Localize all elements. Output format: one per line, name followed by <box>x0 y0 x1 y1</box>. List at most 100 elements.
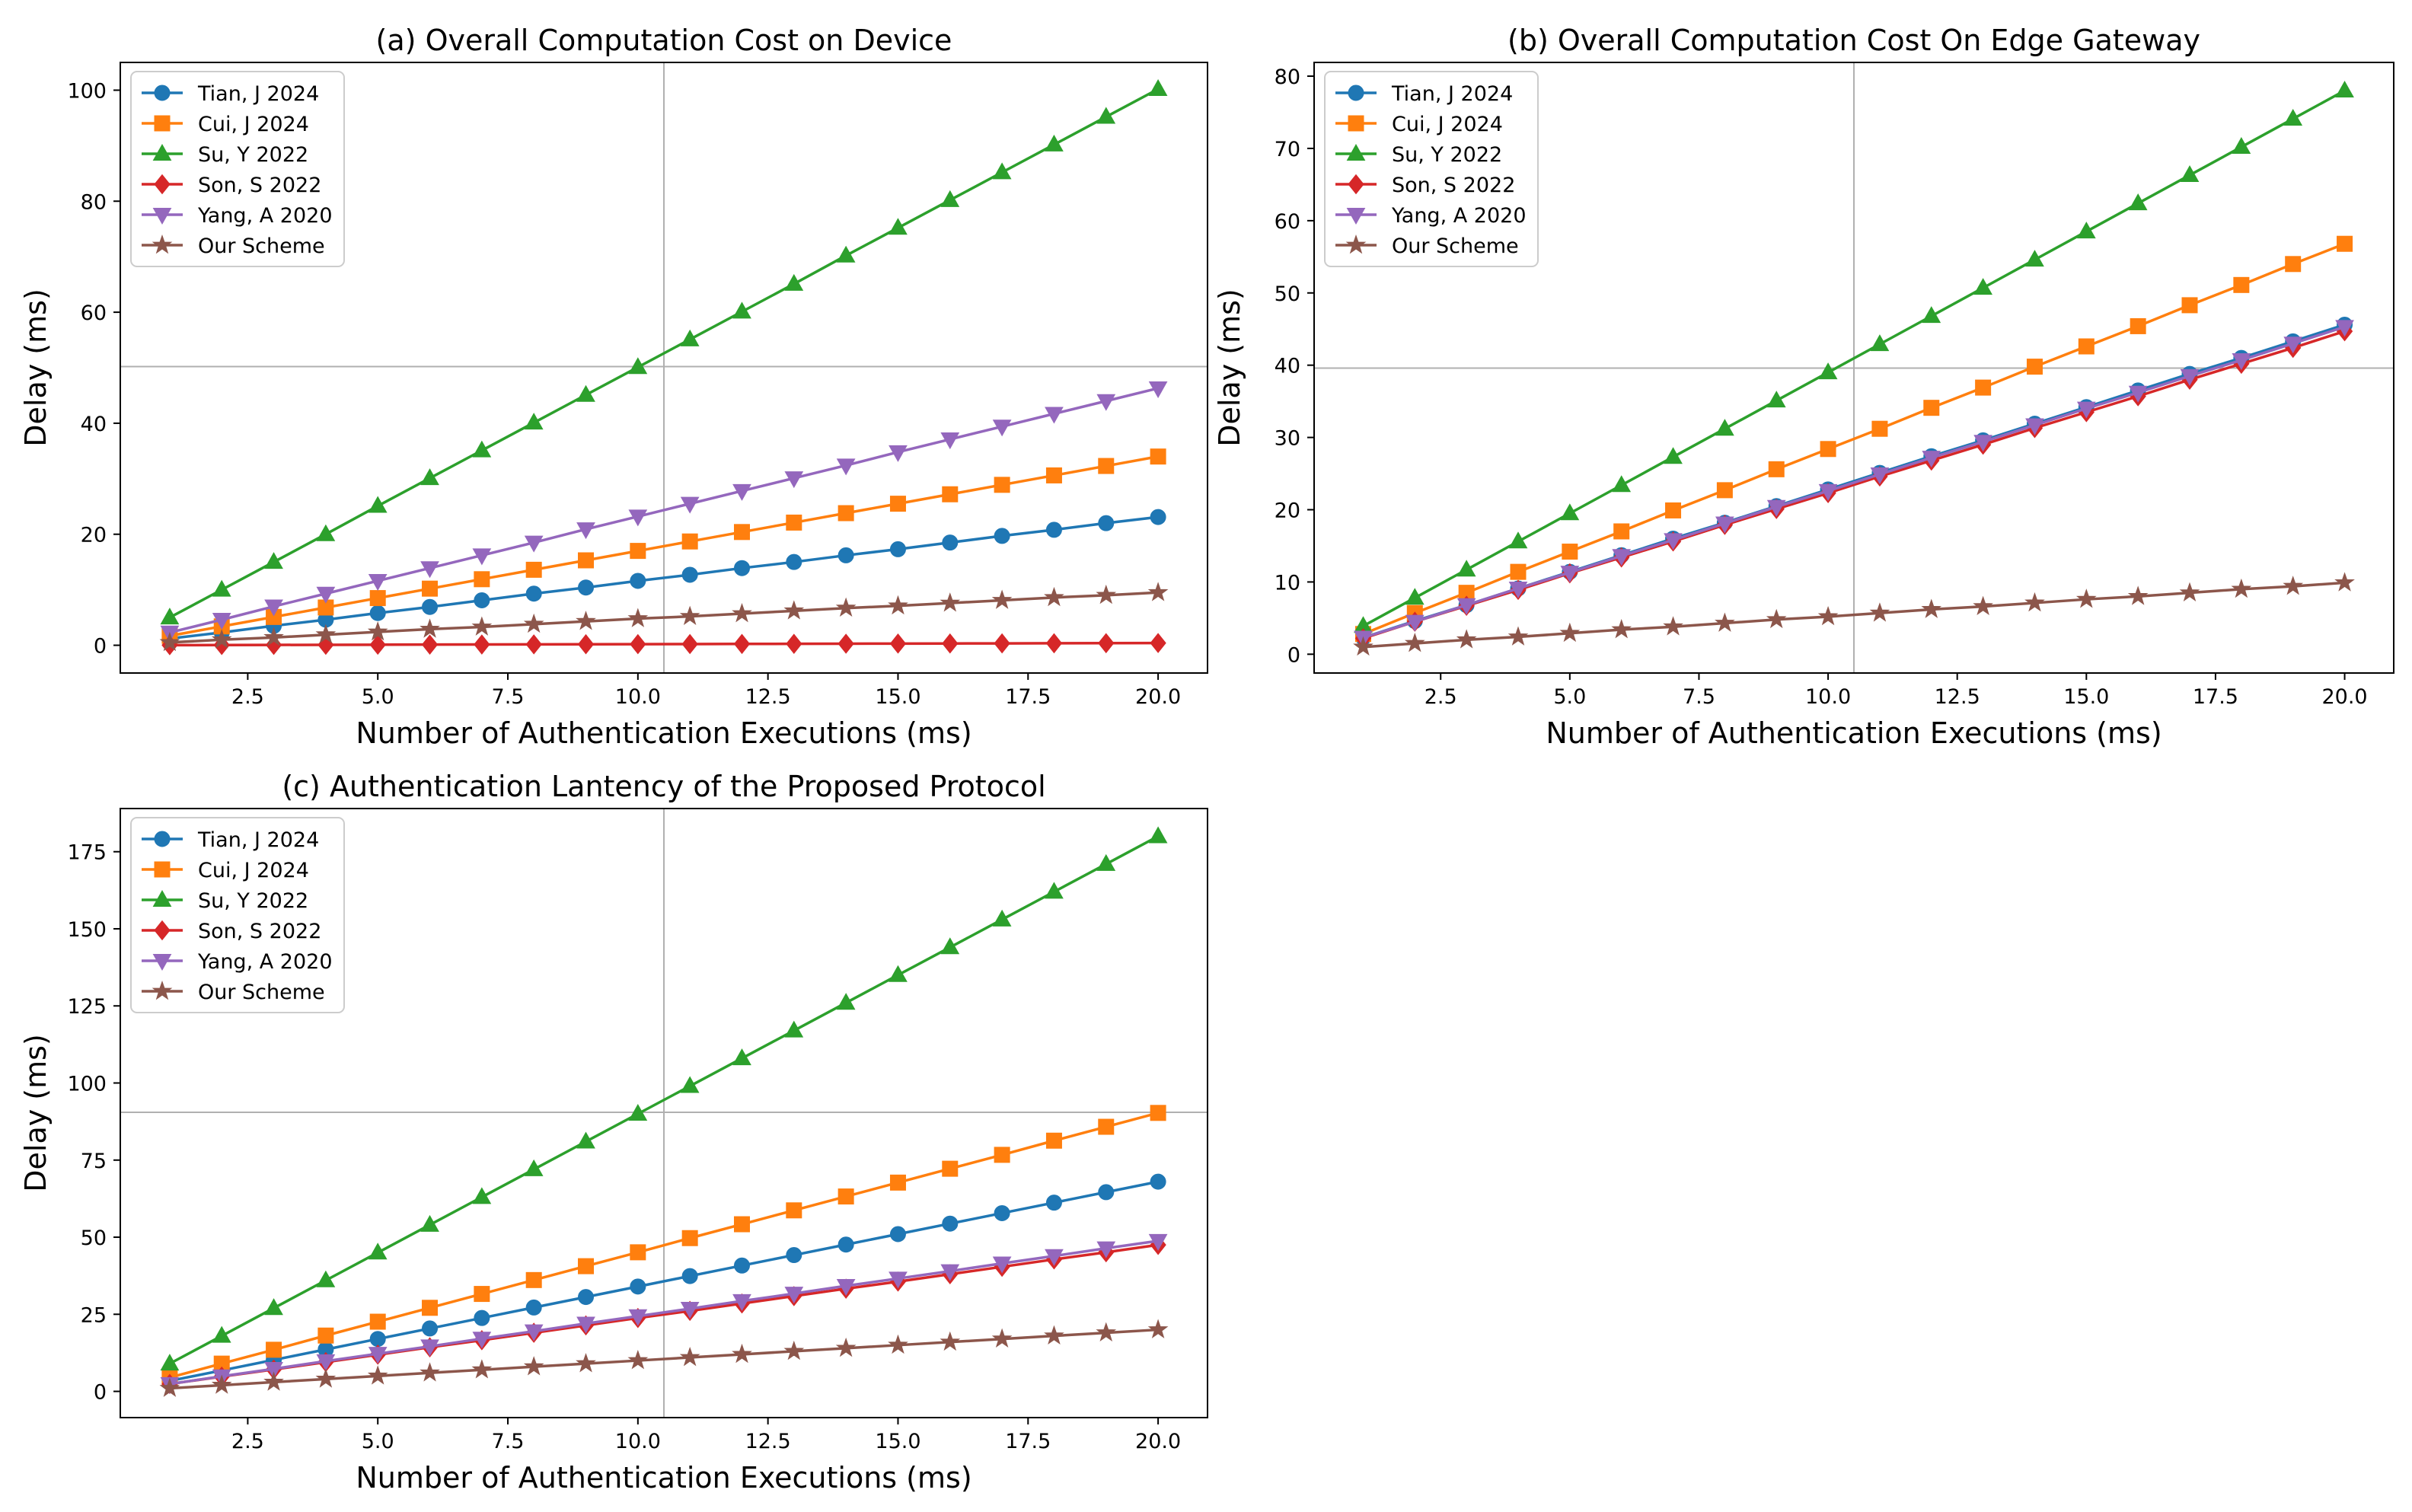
series-yang-a-2020 <box>1354 320 2354 648</box>
data-point-cui-j-2024 <box>1098 1118 1115 1135</box>
chart-title: (c) Authentication Lantency of the Propo… <box>282 770 1045 803</box>
legend-marker <box>152 208 172 225</box>
data-point-son-s-2022 <box>474 634 490 655</box>
x-axis-label: Number of Authentication Executions (ms) <box>1546 716 2162 750</box>
data-point-cui-j-2024 <box>994 1147 1010 1163</box>
data-point-su-y-2022 <box>316 1270 336 1287</box>
y-tick-label: 30 <box>1275 427 1300 451</box>
legend-label: Yang, A 2020 <box>1391 204 1527 228</box>
data-point-su-y-2022 <box>576 1131 595 1149</box>
data-point-su-y-2022 <box>160 608 180 625</box>
legend-item-su-y-2022: Su, Y 2022 <box>142 143 308 167</box>
data-point-yang-a-2020 <box>1148 1233 1168 1251</box>
legend-label: Tian, J 2024 <box>1391 82 1513 106</box>
data-point-tian-j-2024 <box>525 1299 542 1316</box>
data-point-our-scheme <box>679 1346 700 1367</box>
data-point-tian-j-2024 <box>994 1204 1010 1221</box>
data-point-su-y-2022 <box>1766 391 1786 408</box>
legend-box <box>1324 71 1539 267</box>
data-point-our-scheme <box>471 1359 493 1379</box>
data-point-our-scheme <box>159 1377 180 1397</box>
data-point-su-y-2022 <box>212 579 231 597</box>
data-point-cui-j-2024 <box>838 1188 854 1205</box>
data-point-cui-j-2024 <box>422 1300 439 1316</box>
legend-item-tian-j-2024: Tian, J 2024 <box>142 82 319 106</box>
data-point-su-y-2022 <box>1096 107 1116 124</box>
data-point-tian-j-2024 <box>994 528 1010 544</box>
data-point-our-scheme <box>263 1371 284 1391</box>
series-line-tian-j-2024 <box>169 515 1159 640</box>
legend-marker <box>1348 174 1364 195</box>
series-cui-j-2024 <box>1354 235 2353 643</box>
data-point-tian-j-2024 <box>474 592 490 608</box>
data-point-yang-a-2020 <box>940 432 960 450</box>
data-point-cui-j-2024 <box>1975 379 1992 396</box>
subplot-b: (b) Overall Computation Cost On Edge Gat… <box>1213 24 2394 750</box>
legend-marker <box>152 143 172 161</box>
data-point-cui-j-2024 <box>889 1174 906 1191</box>
series-line-su-y-2022 <box>169 834 1159 1365</box>
y-tick-label: 0 <box>94 1381 107 1405</box>
data-point-yang-a-2020 <box>680 1302 700 1319</box>
data-point-our-scheme <box>576 1353 596 1373</box>
data-point-cui-j-2024 <box>942 1160 959 1177</box>
legend-marker <box>154 861 171 878</box>
data-point-son-s-2022 <box>994 633 1010 654</box>
data-point-our-scheme <box>1663 616 1683 636</box>
x-tick-label: 5.0 <box>362 685 394 709</box>
data-point-cui-j-2024 <box>1820 441 1836 458</box>
data-point-our-scheme <box>2127 585 2149 605</box>
data-point-su-y-2022 <box>940 937 960 955</box>
data-point-su-y-2022 <box>2128 193 2148 211</box>
data-point-our-scheme <box>471 616 493 636</box>
series-su-y-2022 <box>1354 80 2354 633</box>
data-point-our-scheme <box>1973 595 1993 616</box>
legend-item-cui-j-2024: Cui, J 2024 <box>1335 113 1503 136</box>
legend-marker <box>1345 234 1367 254</box>
data-point-yang-a-2020 <box>264 1362 283 1380</box>
data-point-su-y-2022 <box>212 1325 231 1343</box>
data-point-yang-a-2020 <box>1664 533 1683 550</box>
data-point-cui-j-2024 <box>630 1244 646 1261</box>
y-tick-label: 75 <box>81 1150 107 1173</box>
data-point-yang-a-2020 <box>1715 516 1734 534</box>
x-tick-label: 12.5 <box>1935 685 1980 709</box>
data-point-su-y-2022 <box>2180 165 2200 183</box>
data-point-yang-a-2020 <box>1096 1241 1116 1258</box>
data-point-cui-j-2024 <box>1768 461 1785 477</box>
legend-item-cui-j-2024: Cui, J 2024 <box>142 113 309 136</box>
y-axis-label: Delay (ms) <box>1213 289 1246 447</box>
data-point-our-scheme <box>1404 633 1425 652</box>
data-point-tian-j-2024 <box>369 1331 386 1348</box>
data-point-our-scheme <box>732 1343 752 1364</box>
data-point-son-s-2022 <box>838 633 854 654</box>
data-point-cui-j-2024 <box>1098 458 1115 474</box>
data-point-su-y-2022 <box>2076 222 2096 239</box>
data-point-su-y-2022 <box>889 218 908 235</box>
y-tick-label: 50 <box>81 1227 107 1250</box>
x-axis-label: Number of Authentication Executions (ms) <box>356 716 972 750</box>
data-point-son-s-2022 <box>733 633 751 655</box>
data-point-tian-j-2024 <box>525 585 542 602</box>
data-point-cui-j-2024 <box>2078 338 2095 355</box>
data-point-our-scheme <box>2334 572 2355 592</box>
data-point-our-scheme <box>679 605 700 625</box>
data-point-cui-j-2024 <box>889 496 906 512</box>
data-point-tian-j-2024 <box>681 566 698 583</box>
data-point-cui-j-2024 <box>994 477 1010 493</box>
legend-marker <box>1346 208 1366 225</box>
data-point-yang-a-2020 <box>1045 407 1064 424</box>
series-line-cui-j-2024 <box>169 1112 1159 1380</box>
legend-item-our-scheme: Our Scheme <box>142 980 325 1004</box>
data-point-su-y-2022 <box>732 301 751 319</box>
data-point-cui-j-2024 <box>2285 256 2302 273</box>
data-point-son-s-2022 <box>681 633 698 655</box>
data-point-yang-a-2020 <box>889 445 908 462</box>
data-point-our-scheme <box>367 621 388 641</box>
data-point-son-s-2022 <box>942 633 959 654</box>
data-point-son-s-2022 <box>421 634 439 655</box>
x-tick-label: 10.0 <box>1805 685 1851 709</box>
data-point-su-y-2022 <box>1045 882 1064 899</box>
data-point-cui-j-2024 <box>2233 276 2250 293</box>
y-axis-label: Delay (ms) <box>19 289 53 447</box>
